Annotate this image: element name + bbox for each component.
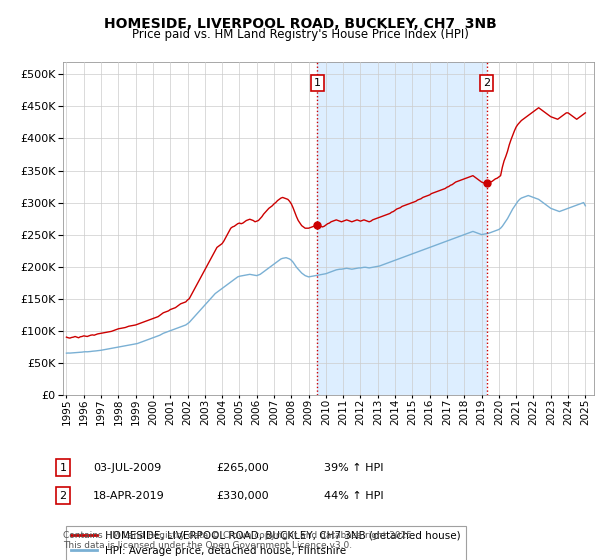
Text: £330,000: £330,000 (216, 491, 269, 501)
Bar (317, 62, 487, 395)
Text: 2: 2 (483, 78, 490, 88)
Text: 1: 1 (59, 463, 67, 473)
Text: 2: 2 (59, 491, 67, 501)
Text: 18-APR-2019: 18-APR-2019 (93, 491, 165, 501)
Text: £265,000: £265,000 (216, 463, 269, 473)
Text: 39% ↑ HPI: 39% ↑ HPI (324, 463, 383, 473)
Legend: HOMESIDE, LIVERPOOL ROAD, BUCKLEY, CH7 3NB (detached house), HPI: Average price,: HOMESIDE, LIVERPOOL ROAD, BUCKLEY, CH7 3… (65, 526, 466, 560)
Text: HOMESIDE, LIVERPOOL ROAD, BUCKLEY, CH7  3NB: HOMESIDE, LIVERPOOL ROAD, BUCKLEY, CH7 3… (104, 17, 496, 31)
Text: Contains HM Land Registry data © Crown copyright and database right 2025.
This d: Contains HM Land Registry data © Crown c… (63, 530, 415, 550)
Text: 44% ↑ HPI: 44% ↑ HPI (324, 491, 383, 501)
Text: 1: 1 (314, 78, 321, 88)
Text: 03-JUL-2009: 03-JUL-2009 (93, 463, 161, 473)
Text: Price paid vs. HM Land Registry's House Price Index (HPI): Price paid vs. HM Land Registry's House … (131, 28, 469, 41)
